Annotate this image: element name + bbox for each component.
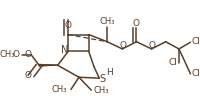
Text: N: N — [61, 45, 68, 55]
Text: Cl: Cl — [190, 69, 199, 78]
Polygon shape — [39, 64, 57, 66]
Text: CH₃: CH₃ — [51, 85, 66, 94]
Text: CH₃: CH₃ — [0, 50, 15, 59]
Text: O: O — [119, 41, 126, 50]
Text: S: S — [99, 74, 105, 84]
Text: CH₃: CH₃ — [99, 17, 114, 26]
Text: CH₃: CH₃ — [93, 86, 108, 95]
Text: Cl: Cl — [167, 58, 176, 67]
Text: H: H — [106, 68, 113, 77]
Text: O: O — [24, 71, 31, 80]
Text: O: O — [13, 50, 20, 59]
Text: O: O — [64, 21, 71, 30]
Text: Cl: Cl — [190, 37, 199, 46]
Text: O: O — [148, 41, 155, 50]
Text: O: O — [24, 50, 31, 59]
Text: O: O — [132, 19, 139, 28]
